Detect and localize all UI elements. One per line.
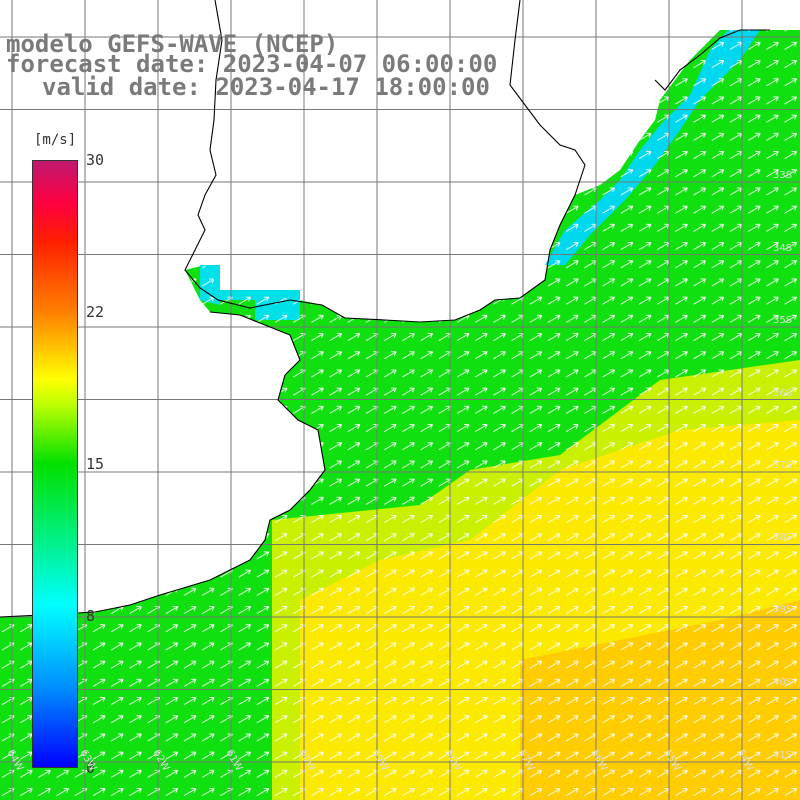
lat-label: 35S xyxy=(773,315,793,326)
lat-label: 40S xyxy=(773,677,793,688)
coastline xyxy=(0,0,770,618)
colorbar-tick-30: 30 xyxy=(86,151,105,169)
colorbar xyxy=(32,160,78,768)
lat-label: 34S xyxy=(773,243,793,254)
colorbar-tick-15: 15 xyxy=(86,455,105,473)
lat-label: 33S xyxy=(773,170,793,181)
lat-label: 36S xyxy=(773,388,793,399)
colorbar-tick-8: 8 xyxy=(86,607,96,625)
colorbar-tick-0: 0 xyxy=(86,759,96,777)
title-model: modelo GEFS-WAVE (NCEP) xyxy=(6,30,339,58)
title-valid-date: valid date: 2023-04-17 18:00:00 xyxy=(42,73,490,101)
lat-label: 41S xyxy=(773,750,793,761)
lat-label: 37S xyxy=(773,460,793,471)
colorbar-tick-22: 22 xyxy=(86,303,105,321)
title-forecast-date: forecast date: 2023-04-07 06:00:00 xyxy=(6,50,498,78)
lat-label: 38S xyxy=(773,532,793,543)
lat-label: 39S xyxy=(773,604,793,615)
colorbar-unit: [m/s] xyxy=(34,132,77,148)
